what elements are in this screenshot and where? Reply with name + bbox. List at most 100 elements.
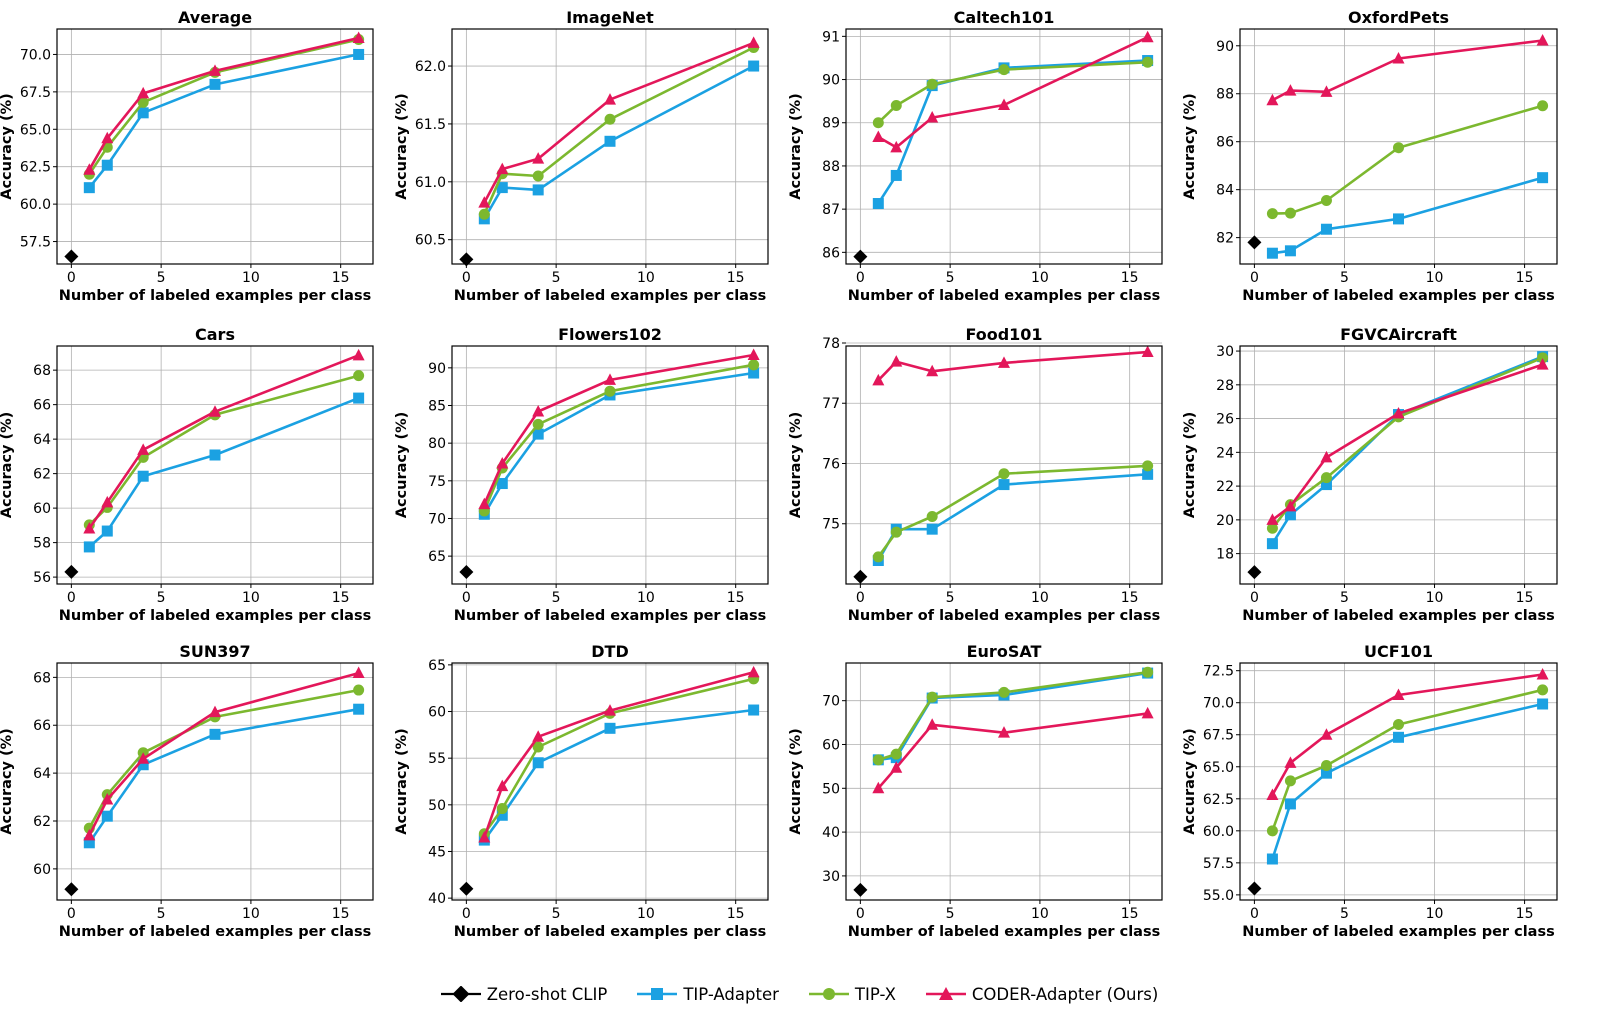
y-tick-label: 58 [33, 536, 51, 552]
data-point-tip-adapter [532, 757, 544, 769]
y-tick-label: 55 [428, 751, 446, 767]
y-tick-label: 56 [33, 570, 51, 586]
data-point-tip-adapter [1266, 853, 1278, 865]
x-tick-label: 10 [637, 270, 655, 286]
data-point-tip-adapter [1284, 798, 1296, 810]
data-point-coder-adapter-ours [496, 456, 509, 469]
data-point-coder-adapter-ours [1392, 407, 1405, 419]
x-tick-label: 0 [67, 590, 76, 606]
chart-title: Cars [195, 325, 235, 344]
y-axis-label: Accuracy (%) [394, 93, 410, 200]
x-tick-label: 10 [1426, 270, 1444, 286]
data-point-zero-shot-clip [459, 252, 474, 267]
y-tick-label: 72.5 [1203, 664, 1234, 680]
data-point-coder-adapter-ours [209, 405, 221, 417]
data-point-tip-adapter [496, 809, 508, 821]
data-point-coder-adapter-ours [478, 497, 491, 510]
data-point-coder-adapter-ours [478, 830, 491, 843]
y-tick-label: 40 [822, 825, 840, 841]
y-tick-label: 90 [1216, 39, 1234, 55]
x-tick-label: 0 [67, 906, 76, 922]
x-tick-label: 15 [332, 590, 350, 606]
y-tick-label: 61.0 [415, 175, 446, 191]
data-point-coder-adapter-ours [1320, 450, 1333, 463]
data-point-tip-adapter [137, 470, 149, 482]
x-tick-label: 5 [946, 906, 955, 922]
data-point-zero-shot-clip [459, 881, 474, 896]
data-point-tip-adapter [1537, 172, 1549, 184]
triangle-marker-icon [925, 987, 966, 1000]
x-tick-label: 10 [1031, 270, 1049, 286]
data-point-tip-x [604, 385, 616, 397]
x-axis-label: Number of labeled examples per class [454, 924, 766, 940]
y-tick-label: 65.0 [1203, 760, 1234, 776]
subplot-oxfordpets: 0 5 10 15 82 84 86 88 90 OxfordPets Number of labe… [1182, 8, 1558, 304]
series-line-tip-x [1272, 104, 1543, 215]
y-axis-label: Accuracy (%) [788, 412, 804, 519]
x-tick-label: 0 [1250, 590, 1259, 606]
series-line-tip-x [877, 61, 1148, 124]
y-tick-label: 62 [33, 814, 51, 830]
data-point-coder-adapter-ours [1266, 513, 1279, 525]
y-tick-label: 91 [822, 29, 840, 45]
x-tick-label: 5 [552, 270, 561, 286]
y-tick-label: 80 [428, 436, 446, 452]
y-tick-label: 90 [428, 361, 446, 377]
x-tick-label: 5 [1340, 270, 1349, 286]
data-point-coder-adapter-ours [890, 355, 903, 367]
data-point-tip-adapter [496, 182, 508, 194]
data-point-tip-x [1537, 352, 1549, 364]
x-tick-label: 15 [1516, 906, 1534, 922]
series-line-coder-adapter-ours [877, 350, 1148, 382]
y-tick-label: 45 [428, 844, 446, 860]
data-point-tip-adapter [890, 169, 902, 181]
data-point-tip-x [998, 468, 1010, 480]
data-point-coder-adapter-ours [872, 130, 885, 142]
data-point-tip-x [353, 370, 365, 382]
data-point-tip-adapter [101, 159, 113, 171]
data-point-tip-adapter [1284, 245, 1296, 257]
data-point-tip-adapter [1320, 479, 1332, 491]
data-point-tip-x [926, 691, 938, 703]
data-point-coder-adapter-ours [747, 665, 760, 678]
chart-title: Caltech101 [954, 8, 1055, 27]
data-point-coder-adapter-ours [83, 521, 96, 534]
data-point-coder-adapter-ours [998, 98, 1010, 111]
data-point-tip-adapter [1266, 247, 1278, 259]
y-tick-label: 65 [428, 658, 446, 674]
y-tick-label: 60 [822, 737, 840, 753]
data-point-zero-shot-clip [1247, 235, 1262, 250]
x-tick-label: 10 [637, 590, 655, 606]
data-point-tip-adapter [1266, 538, 1278, 550]
x-tick-label: 10 [637, 906, 655, 922]
y-tick-label: 68 [33, 363, 51, 379]
x-axis-label: Number of labeled examples per class [59, 288, 371, 304]
x-tick-label: 0 [856, 906, 865, 922]
y-tick-label: 78 [822, 336, 840, 352]
y-tick-label: 70.0 [1203, 696, 1234, 712]
subplot-average: 0 5 10 15 57.5 60.0 62.5 65.0 67.5 70.0 Average Num… [0, 8, 374, 304]
series-line-tip-adapter [483, 64, 755, 220]
data-point-tip-x [872, 551, 884, 563]
chart-title: UCF101 [1364, 642, 1433, 661]
y-tick-label: 65 [428, 549, 446, 565]
y-tick-label: 70 [822, 694, 840, 710]
data-point-tip-x [748, 359, 760, 371]
y-tick-label: 55.0 [1203, 888, 1234, 904]
plot-frame [451, 28, 769, 265]
data-point-tip-adapter [748, 704, 760, 716]
x-tick-label: 0 [462, 590, 471, 606]
diamond-marker-icon [440, 986, 481, 1002]
x-axis-label: Number of labeled examples per class [1242, 924, 1554, 940]
y-axis-label: Accuracy (%) [0, 93, 15, 200]
data-point-coder-adapter-ours [352, 666, 365, 679]
data-point-coder-adapter-ours [83, 828, 96, 841]
x-axis-label: Number of labeled examples per class [848, 924, 1160, 940]
data-point-coder-adapter-ours [1141, 345, 1154, 358]
x-tick-label: 5 [552, 906, 561, 922]
data-point-tip-adapter [1142, 468, 1154, 480]
data-point-tip-x [926, 511, 938, 523]
data-point-tip-x [926, 78, 938, 90]
y-tick-label: 64 [33, 766, 51, 782]
y-axis-label: Accuracy (%) [788, 93, 804, 200]
